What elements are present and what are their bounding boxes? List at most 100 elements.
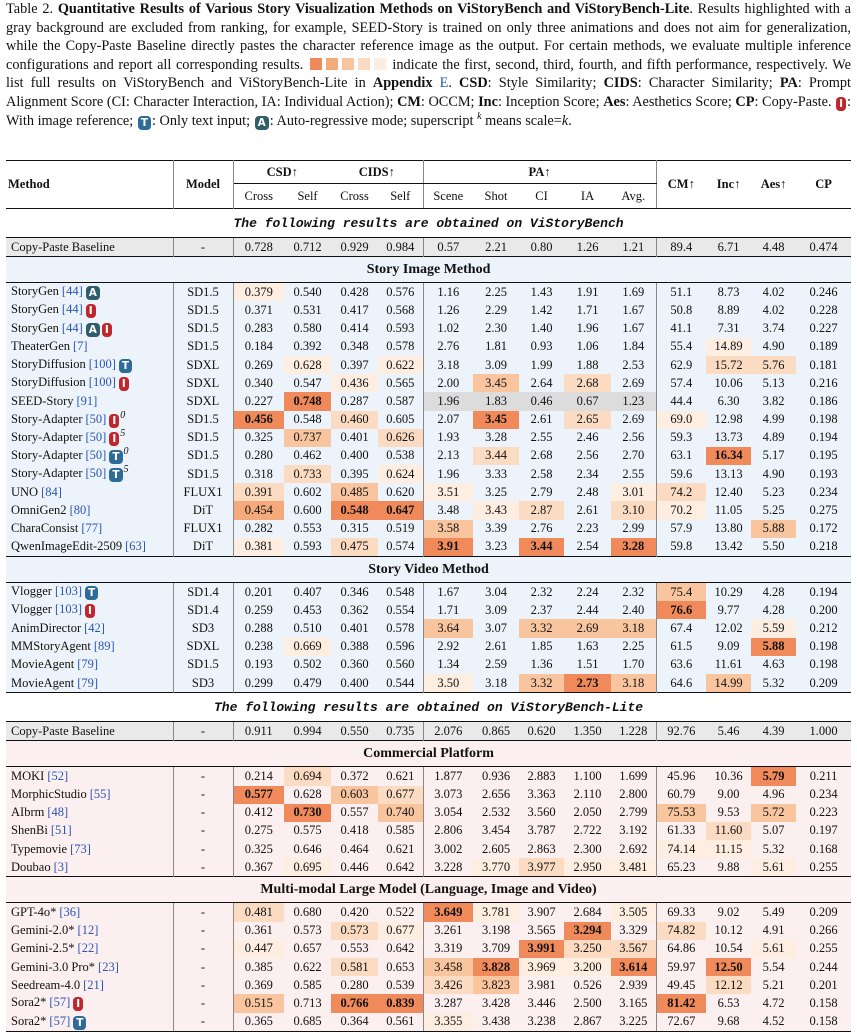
value-cell: 2.69 xyxy=(564,619,612,638)
value-cell: 0.223 xyxy=(809,805,838,820)
value-cell: 2.30 xyxy=(485,321,507,336)
value-cell: 6.71 xyxy=(717,239,740,254)
value-cell: 0.574 xyxy=(378,537,424,557)
value-cell: 0.269 xyxy=(244,357,273,372)
value-cell: 2.806 xyxy=(434,823,463,838)
value-cell: 0.713 xyxy=(293,995,322,1010)
data-row: StoryGen [44] A I SD1.5 0.283 0.580 0.414 0.593 1… xyxy=(6,319,852,338)
value-cell: 0.158 xyxy=(809,995,838,1010)
citation: [44] xyxy=(61,302,83,317)
value-cell: 1.23 xyxy=(611,392,657,411)
value-cell: 1.26 xyxy=(576,239,599,254)
method-name: TheaterGen xyxy=(11,339,70,354)
value-cell: 5.13 xyxy=(762,375,785,390)
model-cell: - xyxy=(173,821,234,841)
value-cell: 0.573 xyxy=(293,923,322,938)
value-cell: 0.839 xyxy=(378,994,424,1013)
icons: T xyxy=(72,1014,87,1030)
value-cell: 0.189 xyxy=(809,339,838,354)
model-cell: - xyxy=(173,785,234,804)
data-row: MovieAgent [79] SD3 0.299 0.479 0.400 0.544 3.5… xyxy=(6,673,852,693)
value-cell: 59.97 xyxy=(667,959,696,974)
value-cell: 0.453 xyxy=(293,602,322,617)
value-cell: 0.392 xyxy=(293,339,322,354)
citation: [57] xyxy=(49,995,71,1010)
value-cell: 0.315 xyxy=(340,521,369,536)
value-cell: 63.6 xyxy=(670,657,693,672)
value-cell: 0.575 xyxy=(293,823,322,838)
section-title: Commercial Platform xyxy=(6,740,852,768)
model-cell: - xyxy=(173,237,234,257)
data-row: MMStoryAgent [89] SDXL 0.238 0.669 0.388 0.596… xyxy=(6,637,852,656)
value-cell: 2.44 xyxy=(576,602,599,617)
value-cell: 3.165 xyxy=(611,994,657,1013)
value-cell: 0.593 xyxy=(378,319,424,338)
value-cell: 3.458 xyxy=(423,958,474,977)
value-cell: 13.42 xyxy=(714,539,743,554)
value-cell: 2.883 xyxy=(527,768,556,783)
subheader-cell: Avg. xyxy=(611,183,657,209)
value-cell: 0.214 xyxy=(244,768,273,783)
caption-text: CIDS xyxy=(603,75,638,92)
value-cell: 0.561 xyxy=(378,1012,424,1032)
value-cell: 0.728 xyxy=(244,239,273,254)
icons: T xyxy=(108,466,123,483)
value-cell: 0.936 xyxy=(481,768,511,783)
icon: T xyxy=(137,115,151,130)
value-cell: 0.428 xyxy=(340,284,369,299)
value-cell: 0.436 xyxy=(331,374,379,393)
method-cell: Story-Adapter [50] T 0 xyxy=(6,446,174,466)
citation: [50] xyxy=(85,466,107,481)
value-cell: 3.781 xyxy=(473,902,520,922)
rank-swatch xyxy=(341,57,354,70)
value-cell: 15.72 xyxy=(706,355,752,375)
value-cell: 3.977 xyxy=(519,858,565,877)
value-cell: 9.02 xyxy=(717,905,740,920)
value-cell: 0.46 xyxy=(519,392,565,411)
value-cell: 1.42 xyxy=(530,302,553,317)
method-cell: StoryDiffusion [100] T xyxy=(6,355,174,375)
value-cell: 0.446 xyxy=(340,859,369,874)
caption-text: : Copy-Paste. xyxy=(754,93,836,110)
value-cell: 2.68 xyxy=(564,374,612,393)
method-name: MOKI xyxy=(11,768,45,783)
value-cell: 5.46 xyxy=(717,723,740,738)
value-cell: 0.621 xyxy=(378,766,424,786)
icons: I xyxy=(72,995,84,1012)
value-cell: 5.79 xyxy=(751,766,797,786)
header-cell: Inc↑ xyxy=(706,160,752,209)
superscript: 5 xyxy=(123,465,129,475)
data-row: AnimDirector [42] SD3 0.288 0.510 0.401 0.578 3… xyxy=(6,619,852,638)
value-cell: 3.073 xyxy=(434,787,463,802)
value-cell: 1.21 xyxy=(611,237,657,257)
data-row: Sora2* [57] T -0.365 0.685 0.364 0.561 3.355 3.4… xyxy=(6,1012,852,1032)
value-cell: 12.50 xyxy=(706,958,752,977)
value-cell: 0.198 xyxy=(809,657,838,672)
value-cell: 2.605 xyxy=(481,841,511,856)
value-cell: 1.51 xyxy=(576,657,599,672)
value-cell: 57.4 xyxy=(670,375,693,390)
value-cell: 2.69 xyxy=(611,410,657,429)
citation: [89] xyxy=(93,639,115,654)
value-cell: 3.287 xyxy=(434,995,463,1010)
caption-text: : Auto-regressive mode; superscript xyxy=(269,112,478,129)
value-cell: 2.25 xyxy=(485,284,507,299)
value-cell: 2.692 xyxy=(611,840,657,859)
value-cell: 13.80 xyxy=(714,521,743,536)
value-cell: 0.531 xyxy=(293,302,322,317)
value-cell: 1.69 xyxy=(611,282,657,302)
method-name: Story-Adapter xyxy=(11,466,83,481)
section-row: Story Video Method xyxy=(6,556,852,583)
value-cell: 0.381 xyxy=(233,537,284,557)
icons: I xyxy=(108,430,120,446)
value-cell: 0.596 xyxy=(378,637,424,656)
value-cell: 0.657 xyxy=(293,941,322,956)
model-cell: - xyxy=(173,958,234,977)
value-cell: 0.400 xyxy=(340,675,369,690)
value-cell: 0.209 xyxy=(809,905,838,920)
value-cell: 3.198 xyxy=(481,923,511,938)
method-cell: Copy-Paste Baseline xyxy=(6,721,174,741)
value-cell: 11.15 xyxy=(706,840,752,859)
value-cell: 0.585 xyxy=(378,821,424,841)
model-cell: DiT xyxy=(173,537,234,557)
